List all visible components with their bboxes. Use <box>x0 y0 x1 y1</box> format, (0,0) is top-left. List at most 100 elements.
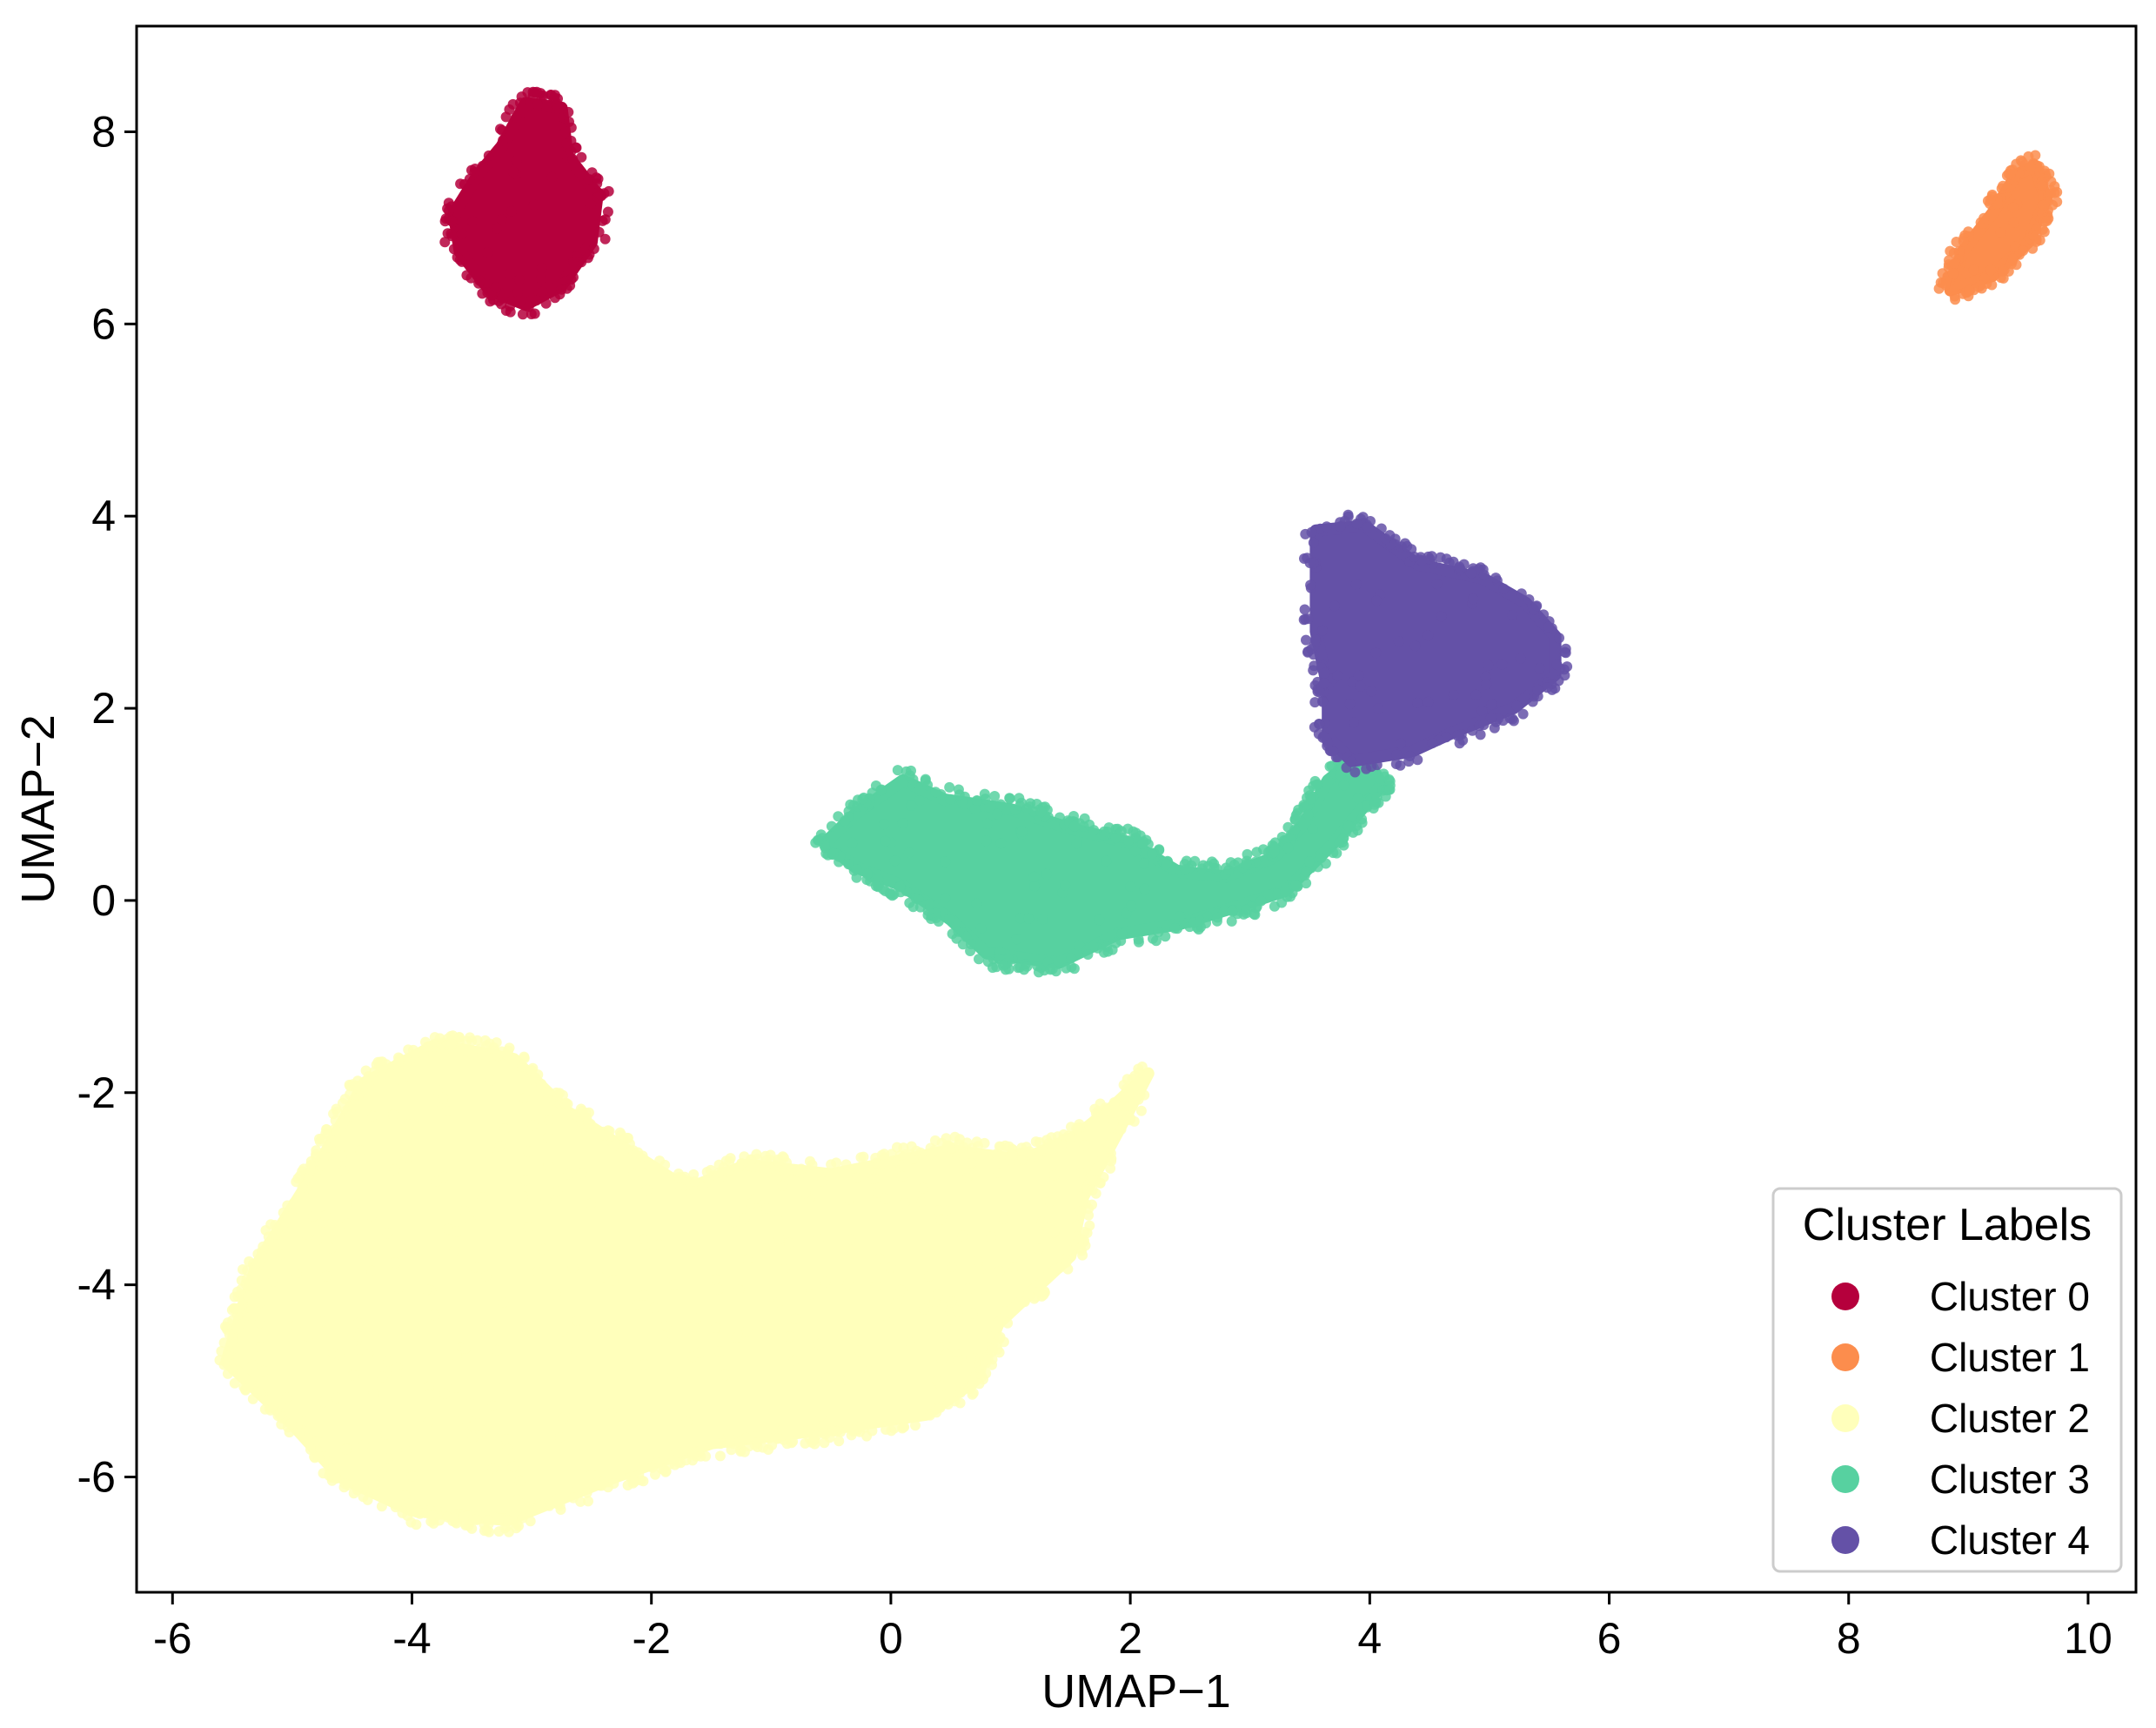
scatter-points-layer <box>214 86 2063 1537</box>
data-point <box>502 1443 513 1455</box>
data-point <box>1161 859 1172 870</box>
data-point <box>351 1198 362 1209</box>
data-point <box>392 1056 404 1068</box>
data-point <box>940 856 951 867</box>
data-point <box>2052 197 2063 207</box>
data-point <box>784 1331 795 1343</box>
data-point <box>331 1126 343 1137</box>
data-point <box>660 1321 672 1332</box>
data-point <box>499 1123 511 1135</box>
data-point <box>847 837 858 848</box>
data-point <box>517 1512 528 1524</box>
data-point <box>298 1163 310 1175</box>
data-point <box>1346 756 1357 767</box>
data-point <box>1355 680 1366 692</box>
data-point <box>714 1346 725 1357</box>
data-point <box>580 1108 592 1118</box>
data-point <box>377 1371 388 1383</box>
data-point <box>961 1172 973 1183</box>
y-tick-label: -6 <box>77 1452 116 1501</box>
data-point <box>421 1284 432 1296</box>
y-axis-label: UMAP−2 <box>12 714 64 904</box>
data-point <box>992 808 1003 820</box>
data-point <box>390 1257 401 1269</box>
data-point <box>725 1153 736 1164</box>
data-point <box>1306 526 1317 538</box>
data-point <box>1079 1140 1090 1151</box>
data-point <box>695 1450 706 1462</box>
data-point <box>501 1434 512 1445</box>
data-point <box>1282 842 1294 854</box>
data-point <box>511 111 522 123</box>
data-point <box>879 819 889 830</box>
data-point <box>1305 794 1316 805</box>
data-point <box>251 1257 263 1269</box>
data-point <box>1021 961 1033 972</box>
data-point <box>1002 1317 1014 1329</box>
data-point <box>424 1390 435 1401</box>
data-point <box>2007 253 2019 265</box>
data-point <box>518 1191 529 1202</box>
data-point <box>1107 1132 1118 1143</box>
data-point <box>432 1085 443 1096</box>
data-point <box>836 1375 847 1386</box>
data-point <box>1071 838 1082 849</box>
data-point <box>1498 583 1510 594</box>
data-point <box>993 1168 1004 1178</box>
data-point <box>870 1152 881 1163</box>
data-point <box>467 1421 479 1432</box>
data-point <box>820 1276 831 1288</box>
data-point <box>1307 824 1318 834</box>
data-point <box>760 1155 772 1166</box>
data-point <box>1481 679 1492 690</box>
data-point <box>536 263 547 273</box>
data-point <box>300 1416 311 1427</box>
data-point <box>1075 1233 1087 1244</box>
data-point <box>639 1234 650 1245</box>
data-point <box>392 1499 403 1510</box>
data-point <box>240 1383 251 1395</box>
data-point <box>336 1150 347 1162</box>
data-point <box>1950 294 1961 305</box>
data-point <box>1095 1098 1106 1109</box>
data-point <box>307 1210 318 1222</box>
data-point <box>448 244 459 255</box>
data-point <box>1116 928 1128 940</box>
data-point <box>1115 1124 1127 1135</box>
data-point <box>1317 625 1328 636</box>
data-point <box>807 1159 818 1170</box>
data-point <box>1995 227 2006 238</box>
data-point <box>653 1239 665 1250</box>
data-point <box>857 794 868 805</box>
data-point <box>666 1370 678 1382</box>
data-point <box>616 1129 626 1141</box>
data-point <box>232 1286 243 1297</box>
data-point <box>761 1202 772 1214</box>
data-point <box>412 1507 423 1518</box>
data-point <box>1133 1094 1144 1105</box>
x-tick-label: -2 <box>632 1614 670 1663</box>
data-point <box>930 908 941 919</box>
legend-item: Cluster 4 <box>1831 1517 2090 1563</box>
data-point <box>887 890 898 901</box>
data-point <box>461 270 472 281</box>
data-point <box>1276 897 1288 908</box>
data-point <box>1133 934 1144 945</box>
data-point <box>1289 814 1301 825</box>
data-point <box>1465 567 1476 579</box>
x-tick-label: 4 <box>1357 1614 1382 1663</box>
data-point <box>1016 826 1028 837</box>
data-point <box>532 1267 543 1277</box>
data-point <box>989 791 1001 801</box>
data-point <box>2041 215 2052 226</box>
data-point <box>485 1152 497 1162</box>
data-point <box>503 1515 514 1526</box>
data-point <box>728 1216 740 1228</box>
data-point <box>723 1429 734 1440</box>
data-point <box>1321 521 1332 532</box>
data-point <box>392 1369 403 1380</box>
data-point <box>1480 671 1491 682</box>
data-point <box>563 1169 574 1180</box>
y-axis-ticks: 8 6 4 2 0 -2 -4 -6 <box>77 107 137 1501</box>
data-point <box>503 1526 514 1537</box>
